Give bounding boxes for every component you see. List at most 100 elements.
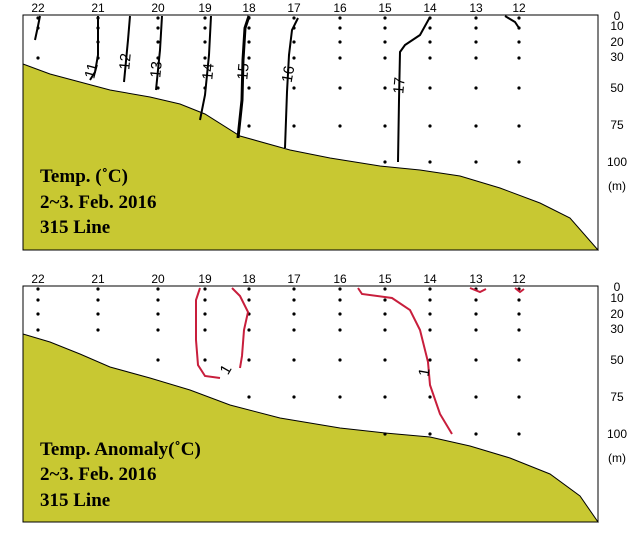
sample-point xyxy=(203,287,207,291)
sample-point xyxy=(36,328,40,332)
contour-line xyxy=(195,287,221,379)
depth-label: 50 xyxy=(610,353,624,367)
sample-point xyxy=(338,124,342,128)
sample-point xyxy=(156,16,160,20)
sample-point xyxy=(428,124,432,128)
station-label: 13 xyxy=(469,1,483,15)
contour-label: 16 xyxy=(279,65,299,84)
contour-line xyxy=(236,15,251,139)
station-label: 16 xyxy=(333,1,347,15)
station-label: 15 xyxy=(378,272,392,286)
depth-label: 30 xyxy=(610,322,624,336)
sample-point xyxy=(96,312,100,316)
sample-point xyxy=(383,160,387,164)
sample-point xyxy=(247,358,251,362)
sample-point xyxy=(292,298,296,302)
anomaly-contours xyxy=(195,287,525,435)
station-label: 21 xyxy=(91,1,105,15)
station-label: 19 xyxy=(198,1,212,15)
sample-point xyxy=(517,86,521,90)
sample-point xyxy=(292,16,296,20)
sample-point xyxy=(338,40,342,44)
sample-point xyxy=(428,26,432,30)
station-label: 18 xyxy=(242,272,256,286)
sample-point xyxy=(517,40,521,44)
depth-label: 30 xyxy=(610,50,624,64)
sample-point xyxy=(517,56,521,60)
sample-point xyxy=(156,40,160,44)
sample-point xyxy=(292,328,296,332)
panel-date: 2~3. Feb. 2016 xyxy=(40,464,157,485)
sample-point xyxy=(247,26,251,30)
sample-point xyxy=(96,298,100,302)
station-label: 17 xyxy=(287,272,301,286)
sample-point xyxy=(428,287,432,291)
sample-point xyxy=(36,287,40,291)
sample-point xyxy=(517,395,521,399)
station-label: 22 xyxy=(31,272,45,286)
contour-label: 12 xyxy=(116,53,134,71)
sample-point xyxy=(383,432,387,436)
sample-point xyxy=(247,298,251,302)
station-label: 20 xyxy=(151,1,165,15)
sample-point xyxy=(292,40,296,44)
depth-label: 75 xyxy=(610,390,624,404)
seabed-area xyxy=(22,63,600,251)
depth-label: 10 xyxy=(610,291,624,305)
sample-point xyxy=(517,432,521,436)
sample-point xyxy=(156,287,160,291)
depth-label: 50 xyxy=(610,81,624,95)
contour-line xyxy=(469,287,487,294)
sample-point xyxy=(383,124,387,128)
sample-point xyxy=(383,395,387,399)
panel-frame xyxy=(22,285,599,523)
sample-point xyxy=(292,395,296,399)
sample-point xyxy=(338,56,342,60)
contour-label: 14 xyxy=(199,63,217,81)
sample-point xyxy=(203,358,207,362)
contour-line xyxy=(397,16,431,163)
sample-point xyxy=(36,312,40,316)
panel-frame xyxy=(22,14,599,251)
station-label: 16 xyxy=(333,272,347,286)
sample-point xyxy=(474,358,478,362)
sample-point xyxy=(474,432,478,436)
sample-point xyxy=(428,312,432,316)
panel-title: Temp. Anomaly(˚C) xyxy=(40,439,201,460)
panel-date: 2~3. Feb. 2016 xyxy=(40,192,157,213)
depth-unit-label: (m) xyxy=(608,451,626,465)
sample-point xyxy=(474,56,478,60)
sample-point xyxy=(338,287,342,291)
contour-line xyxy=(199,15,212,121)
station-label: 17 xyxy=(287,1,301,15)
depth-label: 20 xyxy=(610,307,624,321)
sample-point xyxy=(203,16,207,20)
contour-label: 15 xyxy=(234,63,252,81)
sample-point xyxy=(474,395,478,399)
panel-line: 315 Line xyxy=(40,217,110,238)
sample-point xyxy=(338,395,342,399)
sample-point xyxy=(247,395,251,399)
station-label: 15 xyxy=(378,1,392,15)
sample-point xyxy=(292,287,296,291)
depth-label: 0 xyxy=(614,280,621,294)
sample-point xyxy=(338,328,342,332)
temperature-panel: 22 21 20 19 18 17 16 15 14 13 12 0 10 20… xyxy=(22,1,627,251)
station-label: 14 xyxy=(423,1,437,15)
sample-point xyxy=(247,40,251,44)
station-label: 21 xyxy=(91,272,105,286)
sample-point xyxy=(428,358,432,362)
sample-point xyxy=(156,312,160,316)
sample-point xyxy=(203,328,207,332)
depth-label: 100 xyxy=(607,155,627,169)
sample-point xyxy=(338,16,342,20)
sample-point xyxy=(428,298,432,302)
sample-point xyxy=(383,298,387,302)
sample-point xyxy=(517,160,521,164)
sample-point xyxy=(156,358,160,362)
anomaly-panel: 22 21 20 19 18 17 16 15 14 13 12 0 10 20… xyxy=(22,272,627,523)
sample-point xyxy=(428,328,432,332)
sample-point xyxy=(517,124,521,128)
sample-point xyxy=(338,86,342,90)
